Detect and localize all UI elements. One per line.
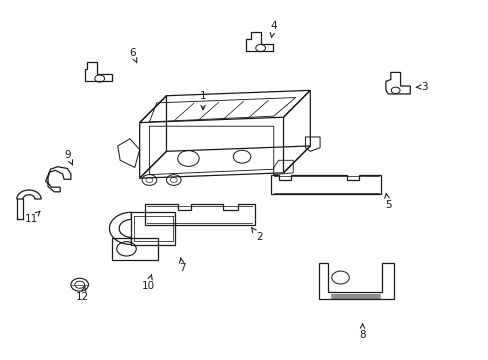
Text: 3: 3 <box>415 82 427 92</box>
Text: 1: 1 <box>199 91 206 110</box>
Text: 5: 5 <box>384 194 391 210</box>
Text: 8: 8 <box>359 324 365 340</box>
Text: 4: 4 <box>270 21 277 37</box>
Text: 2: 2 <box>251 228 262 242</box>
Text: 11: 11 <box>25 211 40 224</box>
Text: 7: 7 <box>179 257 185 273</box>
Text: 12: 12 <box>76 286 89 302</box>
Text: 9: 9 <box>64 150 73 165</box>
Text: 10: 10 <box>141 275 154 291</box>
Text: 6: 6 <box>129 48 137 63</box>
